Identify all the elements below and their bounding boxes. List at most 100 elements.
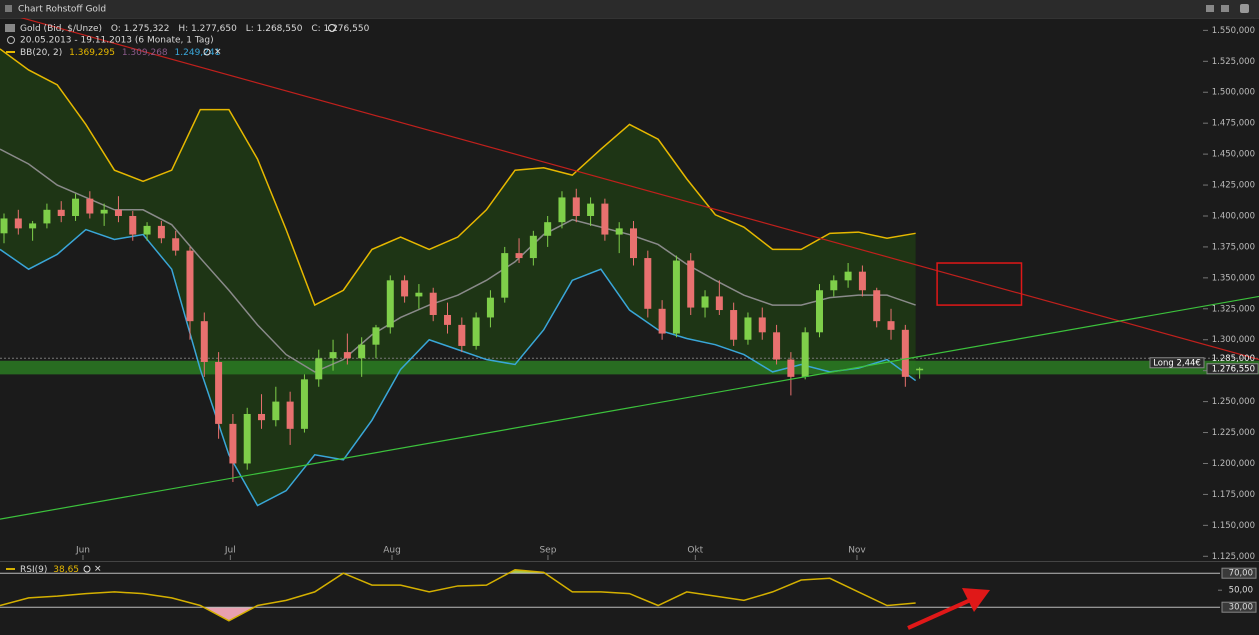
annotation-arrow — [907, 588, 990, 630]
candle-body — [57, 209, 65, 216]
candle-body — [529, 235, 537, 259]
indicator: BB(20, 2) — [20, 48, 62, 58]
y-tick-label: 1.450,000 — [1212, 150, 1255, 160]
y-tick-label: 1.300,000 — [1212, 335, 1255, 345]
candle-body — [801, 332, 809, 377]
ohlc-label: C: 1.276,550 — [311, 24, 369, 34]
candle-body — [601, 203, 609, 235]
candle-body — [615, 228, 623, 235]
candle-body — [401, 280, 409, 297]
indicator-line: BB(20, 2) 1.369,295 1.309,268 1.249,241 — [20, 48, 220, 58]
period: 20.05.2013 - 19.11.2013 (6 Monate, 1 Tag… — [20, 36, 214, 46]
close-icon[interactable]: ✕ — [94, 565, 102, 575]
candle-body — [558, 197, 566, 223]
candle-body — [701, 296, 709, 308]
candle-body — [858, 271, 866, 291]
candle-body — [258, 413, 266, 421]
candle-body — [472, 317, 480, 346]
legend: Gold (Bid, $/Unze) O: 1.275,322 H: 1.277… — [5, 24, 370, 58]
candle-body — [844, 271, 852, 281]
rsi-line — [0, 569, 916, 622]
candle-body — [544, 222, 552, 236]
trendline — [20, 18, 1259, 361]
candle-body — [200, 321, 208, 363]
candle-body — [186, 250, 194, 322]
candle-body — [744, 317, 752, 340]
y-tick-label: 1.425,000 — [1212, 181, 1255, 191]
indicator-value: 1.369,295 — [69, 48, 115, 58]
indicator-swatch — [6, 51, 15, 53]
candle-body — [329, 352, 337, 359]
band-fill — [0, 48, 916, 506]
settings-icon[interactable] — [83, 565, 91, 573]
candle-body — [372, 327, 380, 345]
candle-body — [830, 280, 838, 291]
y-tick-label: 1.375,000 — [1212, 242, 1255, 252]
position-label: Long 2,44€ — [1153, 358, 1201, 368]
legend-line: Gold (Bid, $/Unze) O: 1.275,322 H: 1.277… — [20, 24, 370, 34]
last-price-label: 1.276,550 — [1212, 364, 1255, 374]
candle-body — [429, 292, 437, 315]
candle-body — [815, 290, 823, 333]
price-plot: 1.550,000 1.525,000 1.500,000 1.475,000 1.45… — [0, 18, 1259, 562]
candle-body — [358, 344, 366, 359]
candle-body — [444, 314, 452, 325]
candle-body — [458, 324, 466, 346]
band-line — [0, 48, 916, 307]
settings-icon[interactable] — [328, 24, 336, 32]
window-controls[interactable] — [1206, 4, 1249, 13]
candle-body — [286, 401, 294, 429]
candle-body — [501, 253, 509, 298]
candle-body — [300, 379, 308, 429]
candle-body — [272, 401, 280, 421]
support-zone — [0, 360, 1259, 375]
candle-body — [315, 358, 323, 380]
candle-body — [515, 253, 523, 259]
settings-icon[interactable] — [203, 48, 211, 56]
y-tick-label: 50,00 — [1229, 586, 1253, 596]
candle-body — [658, 308, 666, 334]
clock-icon — [7, 36, 15, 44]
y-tick-label: 1.500,000 — [1212, 88, 1255, 98]
candle-body — [14, 218, 22, 229]
y-tick-label: 1.125,000 — [1212, 552, 1255, 562]
rsi-value: 38,65 — [53, 565, 79, 575]
price-line-label: 1.285,000 — [1212, 354, 1255, 364]
target-box — [936, 262, 1023, 306]
candle-body — [0, 218, 8, 234]
y-tick-label: 1.400,000 — [1212, 211, 1255, 221]
candle-body — [687, 260, 695, 308]
candle-body — [229, 423, 237, 464]
candle-body — [486, 297, 494, 318]
x-tick-label: Jun — [75, 546, 90, 556]
candle-body — [386, 280, 394, 328]
candle-body — [644, 258, 652, 309]
indicator-value: 1.309,268 — [122, 48, 168, 58]
ohlc-label: O: 1.275,322 — [111, 24, 170, 34]
candle-body — [787, 359, 795, 377]
y-tick-label: 1.550,000 — [1212, 26, 1255, 36]
y-tick-label: 1.525,000 — [1212, 57, 1255, 67]
title-bar — [0, 0, 1259, 18]
candle-body — [901, 329, 909, 377]
legend-icon — [5, 24, 15, 32]
candle-body — [758, 317, 766, 333]
candle-body — [715, 296, 723, 311]
candle-body — [143, 225, 151, 235]
indicator-value: 1.249,241 — [175, 48, 221, 58]
x-tick-label: Okt — [687, 546, 703, 556]
rsi-swatch — [6, 568, 15, 570]
window-icon — [5, 5, 12, 12]
close-icon[interactable]: ✕ — [214, 48, 222, 58]
x-tick-label: Jul — [224, 546, 236, 556]
y-tick-label: 1.225,000 — [1212, 428, 1255, 438]
y-tick-label: 70,00 — [1229, 569, 1253, 579]
panel-separator — [0, 561, 1259, 562]
band-line — [0, 148, 916, 373]
candle-body — [916, 368, 924, 371]
candle-body — [157, 225, 165, 239]
last-price-box — [1206, 363, 1259, 375]
candle-body — [86, 198, 94, 214]
